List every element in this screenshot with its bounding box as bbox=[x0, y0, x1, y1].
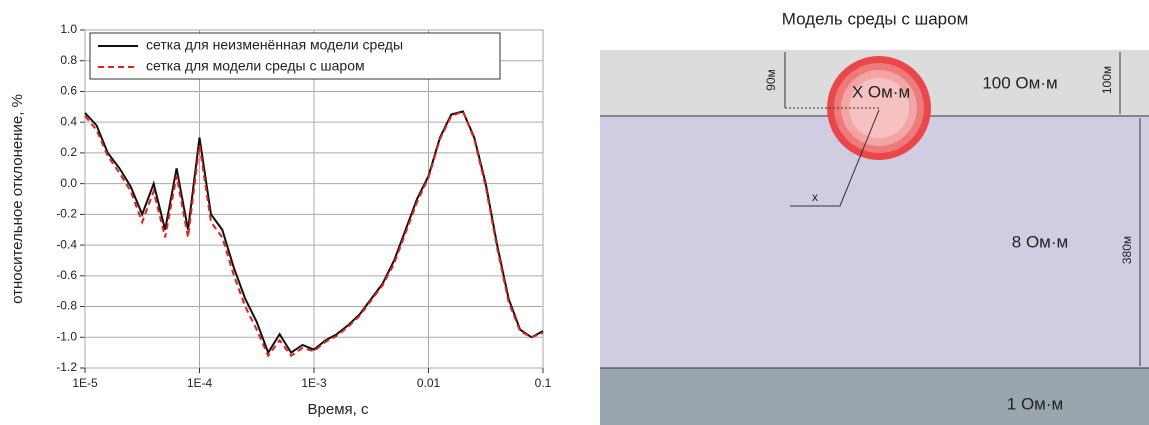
y-tick-label: 0.8 bbox=[60, 53, 77, 67]
y-axis-label: относительное отклонение, % bbox=[9, 94, 26, 304]
y-tick-label: -0.6 bbox=[56, 268, 77, 282]
layer-label: 8 Ом·м bbox=[1012, 232, 1068, 251]
y-tick-label: -0.8 bbox=[56, 299, 77, 313]
y-tick-label: -1.2 bbox=[56, 360, 77, 374]
y-tick-label: 1.0 bbox=[60, 22, 77, 36]
legend-label: сетка для модели среды с шаром bbox=[146, 58, 365, 74]
x-tick-label: 0.1 bbox=[535, 376, 552, 390]
x-tick-label: 1E-4 bbox=[187, 376, 213, 390]
diagram: Модель среды с шаром 100 Ом·м 8 Ом·м 1 О… bbox=[600, 9, 1149, 425]
layer-label: 100 Ом·м bbox=[982, 73, 1057, 92]
dim-label: 100м bbox=[1100, 66, 1114, 94]
diagram-title: Модель среды с шаром bbox=[782, 9, 969, 28]
layer-bottom bbox=[600, 368, 1149, 425]
dim-label: 90м bbox=[764, 69, 778, 91]
page: Модель среды с шаром 100 Ом·м 8 Ом·м 1 О… bbox=[0, 0, 1149, 425]
dim-label: x bbox=[812, 190, 818, 204]
x-tick-label: 1E-5 bbox=[72, 376, 98, 390]
y-tick-label: 0.2 bbox=[60, 145, 77, 159]
sphere-label: X Ом·м bbox=[852, 82, 910, 101]
legend-label: сетка для неизменённая модели среды bbox=[146, 37, 403, 53]
y-tick-label: -0.4 bbox=[56, 237, 77, 251]
y-tick-label: -0.2 bbox=[56, 207, 77, 221]
x-tick-label: 1E-3 bbox=[301, 376, 327, 390]
y-tick-label: -1.0 bbox=[56, 329, 77, 343]
y-tick-label: 0.6 bbox=[60, 84, 77, 98]
dim-label: 380м bbox=[1120, 236, 1134, 264]
y-tick-label: 0.4 bbox=[60, 114, 77, 128]
y-tick-label: 0.0 bbox=[60, 176, 77, 190]
x-axis-label: Время, с bbox=[308, 401, 369, 418]
x-tick-label: 0.01 bbox=[417, 376, 441, 390]
layer-label: 1 Ом·м bbox=[1007, 394, 1063, 413]
